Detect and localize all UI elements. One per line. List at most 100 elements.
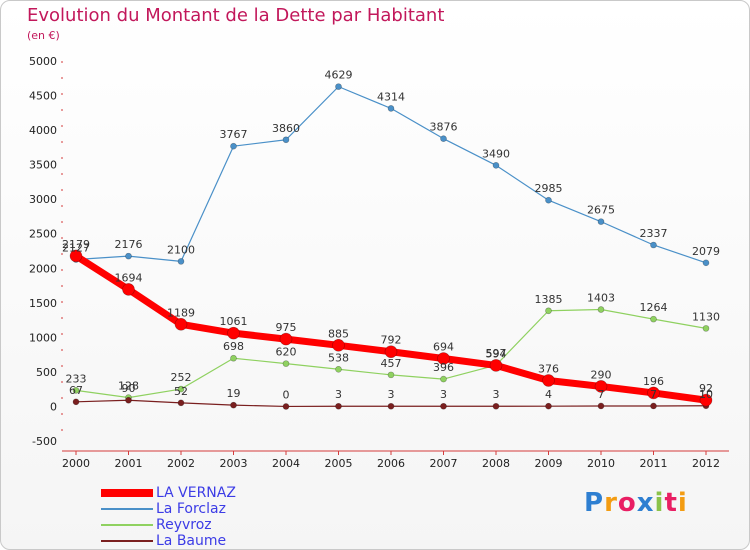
data-point-la-baume bbox=[72, 398, 80, 406]
y-tick-label: -500 bbox=[32, 435, 57, 448]
data-point-la-vernaz bbox=[122, 283, 135, 296]
data-label-la-vernaz: 594 bbox=[486, 347, 507, 360]
x-tick-label: 2003 bbox=[220, 457, 248, 470]
data-point-la-vernaz bbox=[279, 332, 293, 346]
y-tick-label: 4500 bbox=[29, 90, 57, 103]
x-tick-label: 2009 bbox=[535, 457, 563, 470]
data-label-la-forclaz: 2100 bbox=[167, 243, 195, 256]
data-point-reyvroz bbox=[702, 325, 710, 332]
data-point-la-baume bbox=[650, 402, 657, 410]
data-label-la-vernaz: 694 bbox=[433, 341, 454, 354]
data-point-la-baume bbox=[282, 403, 290, 410]
data-point-la-vernaz bbox=[542, 374, 555, 387]
series-lines bbox=[69, 83, 713, 410]
data-label-la-forclaz: 4314 bbox=[377, 90, 405, 103]
data-label-la-forclaz: 2337 bbox=[640, 227, 668, 240]
data-label-reyvroz: 396 bbox=[433, 361, 454, 374]
data-label-reyvroz: 233 bbox=[66, 372, 87, 385]
x-tick-label: 2005 bbox=[325, 457, 353, 470]
x-tick-label: 2011 bbox=[640, 457, 668, 470]
data-label-reyvroz: 620 bbox=[276, 346, 297, 359]
data-point-la-vernaz bbox=[437, 352, 450, 365]
x-tick-label: 2001 bbox=[115, 457, 143, 470]
legend-label: Reyvroz bbox=[156, 517, 212, 533]
data-label-la-vernaz: 1189 bbox=[167, 306, 195, 319]
data-point-la-forclaz bbox=[545, 196, 552, 204]
data-point-la-forclaz bbox=[702, 259, 710, 267]
x-tick-label: 2007 bbox=[430, 457, 458, 470]
data-label-la-baume: 3 bbox=[493, 388, 500, 401]
data-point-la-vernaz bbox=[699, 393, 713, 407]
x-tick-label: 2004 bbox=[272, 457, 300, 470]
data-point-la-baume bbox=[545, 402, 552, 410]
legend-label: La Baume bbox=[156, 533, 227, 549]
data-label-la-baume: 0 bbox=[283, 388, 290, 401]
data-point-reyvroz bbox=[72, 387, 80, 394]
data-label-la-forclaz: 3860 bbox=[272, 122, 300, 135]
data-point-reyvroz bbox=[545, 307, 552, 315]
data-label-reyvroz: 538 bbox=[328, 351, 349, 364]
y-tick-label: 4000 bbox=[29, 124, 57, 137]
data-point-la-forclaz bbox=[440, 135, 447, 142]
data-label-reyvroz: 698 bbox=[223, 340, 244, 353]
data-point-la-forclaz bbox=[597, 218, 605, 225]
data-label-la-vernaz: 196 bbox=[643, 375, 664, 388]
data-point-la-vernaz bbox=[594, 380, 608, 393]
data-point-reyvroz bbox=[177, 385, 185, 393]
x-tick-label: 2010 bbox=[587, 457, 615, 470]
data-label-la-vernaz: 885 bbox=[328, 327, 349, 340]
data-point-la-baume bbox=[440, 402, 447, 410]
data-label-reyvroz: 597 bbox=[486, 347, 507, 360]
data-point-la-forclaz bbox=[492, 162, 500, 169]
data-label-la-forclaz: 3876 bbox=[430, 121, 458, 134]
data-label-la-baume: 7 bbox=[650, 388, 657, 401]
data-label-reyvroz: 252 bbox=[171, 371, 192, 384]
data-label-la-forclaz: 2675 bbox=[587, 204, 615, 217]
data-point-la-baume bbox=[387, 402, 395, 410]
data-point-la-baume bbox=[177, 399, 185, 407]
data-label-la-baume: 3 bbox=[388, 388, 395, 401]
y-tick-label: 1000 bbox=[29, 331, 57, 344]
data-label-la-vernaz: 975 bbox=[276, 321, 297, 334]
data-point-reyvroz bbox=[650, 315, 657, 323]
data-point-la-forclaz bbox=[177, 258, 185, 265]
data-point-la-forclaz bbox=[125, 252, 132, 260]
data-point-la-vernaz bbox=[174, 318, 188, 331]
data-label-reyvroz: 1385 bbox=[535, 293, 563, 306]
data-label-la-baume: 10 bbox=[699, 388, 713, 401]
data-label-reyvroz: 457 bbox=[381, 357, 402, 370]
data-point-reyvroz bbox=[230, 354, 237, 362]
legend-swatch bbox=[101, 507, 153, 510]
data-label-reyvroz: 1130 bbox=[692, 310, 720, 323]
data-label-la-baume: 4 bbox=[545, 388, 552, 401]
y-tick-label: 2500 bbox=[29, 228, 57, 241]
data-point-la-vernaz bbox=[647, 386, 660, 400]
data-label-reyvroz: 1403 bbox=[587, 292, 615, 305]
data-point-reyvroz bbox=[597, 306, 605, 313]
x-tick-label: 2002 bbox=[167, 457, 195, 470]
data-label-la-vernaz: 376 bbox=[538, 362, 559, 375]
data-point-la-baume bbox=[597, 402, 605, 410]
data-point-la-vernaz bbox=[489, 359, 503, 372]
data-point-la-forclaz bbox=[387, 105, 395, 112]
axes: -500050010001500200025003000350040004500… bbox=[29, 55, 729, 470]
data-label-la-forclaz: 3490 bbox=[482, 147, 510, 160]
x-tick-label: 2008 bbox=[482, 457, 510, 470]
y-tick-label: 2000 bbox=[29, 262, 57, 275]
data-point-la-forclaz bbox=[230, 142, 237, 150]
legend-label: La Forclaz bbox=[156, 501, 226, 517]
data-label-la-vernaz: 2179 bbox=[62, 238, 90, 251]
legend-swatch bbox=[101, 523, 153, 526]
data-label-la-forclaz: 2079 bbox=[692, 245, 720, 258]
data-label-la-forclaz: 2176 bbox=[115, 238, 143, 251]
data-label-la-baume: 3 bbox=[440, 388, 447, 401]
y-tick-label: 3500 bbox=[29, 159, 57, 172]
data-point-la-baume bbox=[335, 402, 342, 410]
data-point-la-vernaz bbox=[332, 339, 345, 352]
data-label-la-baume: 67 bbox=[69, 384, 83, 397]
data-label-la-forclaz: 2127 bbox=[62, 241, 90, 254]
data-label-la-baume: 90 bbox=[122, 382, 136, 395]
data-point-la-vernaz bbox=[69, 249, 83, 263]
